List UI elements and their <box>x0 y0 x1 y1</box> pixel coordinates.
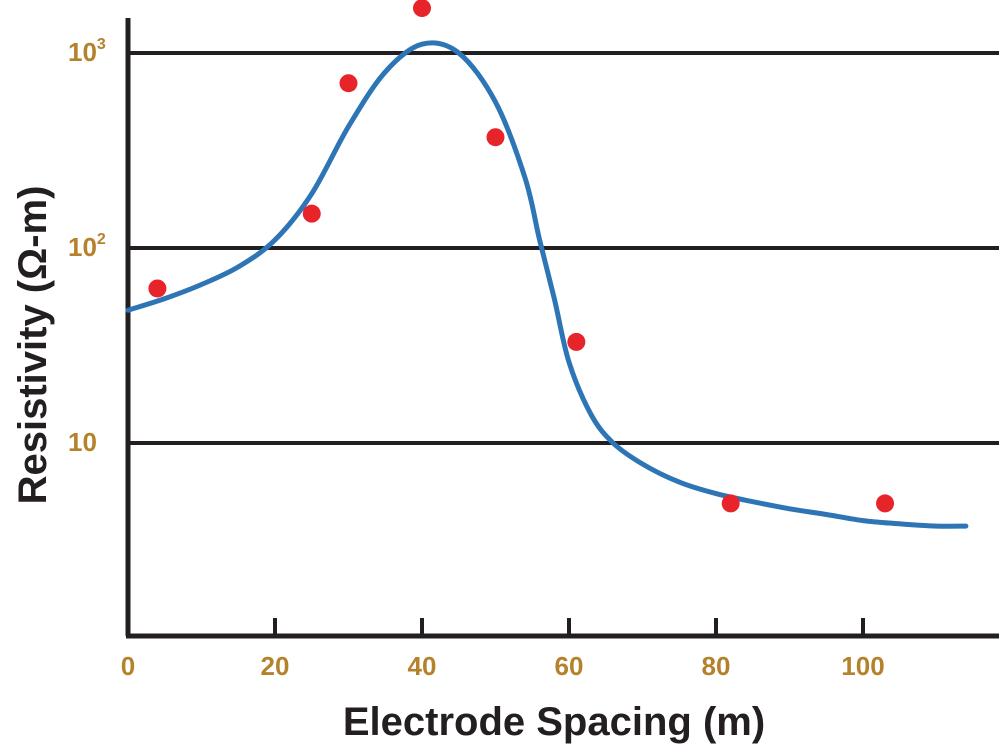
x-axis-title: Electrode Spacing (m) <box>343 700 765 744</box>
data-point <box>486 128 505 147</box>
x-ticks: 0 20 40 60 80 100 <box>121 618 885 681</box>
y-tick-label: 10 <box>68 427 97 457</box>
y-ticks: 10 102 103 <box>68 36 106 457</box>
data-point <box>148 279 167 298</box>
x-tick-label: 60 <box>555 651 584 681</box>
data-points <box>148 0 895 513</box>
x-tick-label: 100 <box>841 651 884 681</box>
data-point <box>721 494 740 513</box>
y-tick-label: 102 <box>68 231 106 262</box>
x-tick-label: 20 <box>261 651 290 681</box>
x-tick-label: 40 <box>408 651 437 681</box>
data-point <box>302 204 321 223</box>
x-tick-label: 80 <box>702 651 731 681</box>
grid-lines <box>128 51 999 445</box>
y-axis-title: Resistivity (Ω-m) <box>11 186 55 505</box>
x-tick-label: 0 <box>121 651 135 681</box>
data-point <box>567 332 586 351</box>
data-point <box>876 494 895 513</box>
y-tick-label: 103 <box>68 36 106 67</box>
fit-curve <box>125 40 969 529</box>
data-point <box>413 0 431 18</box>
data-point <box>339 74 358 93</box>
